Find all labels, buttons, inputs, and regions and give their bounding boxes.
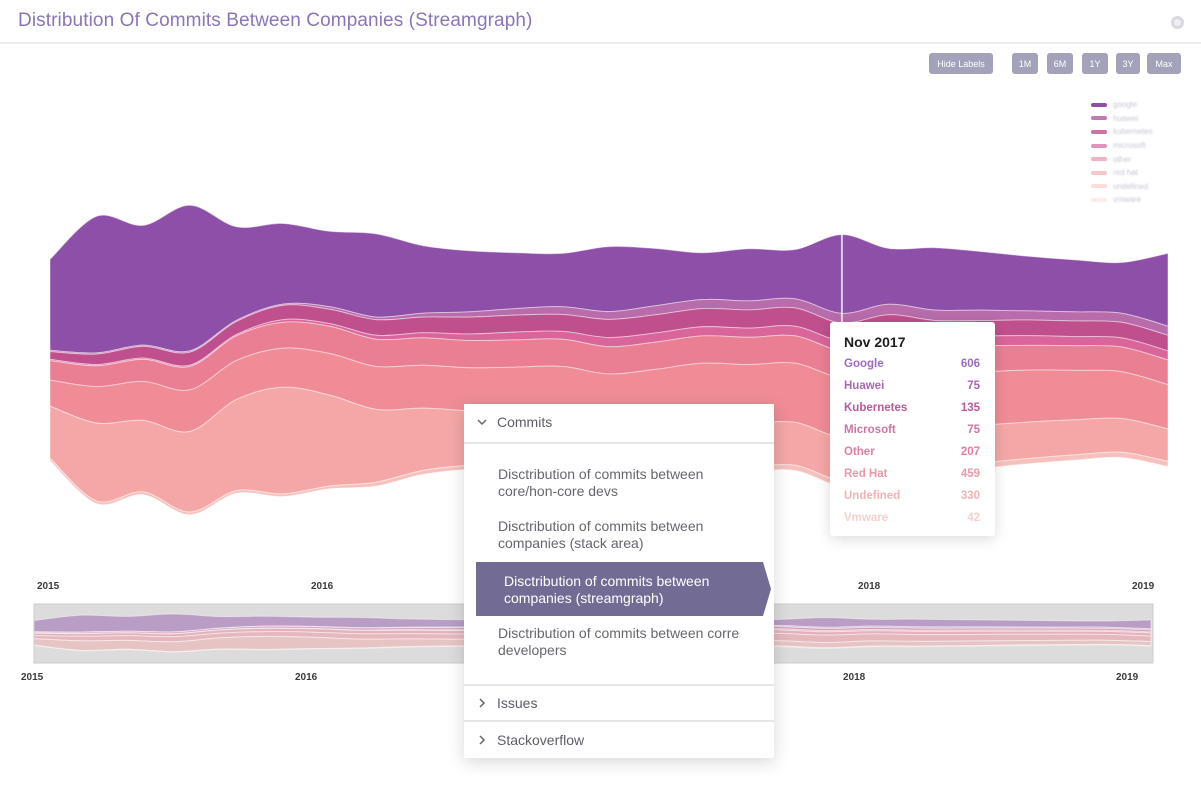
tooltip-row: Undefined 330 [844,490,980,506]
tooltip-series-name: Huawei [844,380,885,392]
menu-item-core-developers[interactable]: Disctribution of commits between corre d… [498,625,740,658]
menu-divider [464,442,774,444]
legend-swatch [1091,102,1107,107]
tooltip-series-value: 75 [967,424,980,436]
tooltip-series-value: 459 [960,468,980,480]
legend-swatch [1091,157,1107,162]
menu-section-stackoverflow[interactable]: Stackoverflow [464,722,774,758]
tooltip-row: Huawei 75 [844,380,980,396]
legend-swatch [1091,184,1107,189]
tooltip-series-name: Kubernetes [844,402,908,414]
chevron-down-icon [477,419,487,426]
legend-label: kubernetes [1113,127,1153,137]
navigator-tick-label: 2016 [295,672,318,683]
tooltip-series-value: 135 [960,402,980,414]
range-1y-button[interactable]: 1Y [1082,53,1108,74]
tooltip-row: Kubernetes 135 [844,402,980,418]
legend-swatch [1091,170,1107,175]
tooltip-row: Other 207 [844,446,980,462]
menu-item-core-non-core[interactable]: Disctribution of commits between core/ho… [498,466,704,499]
active-item-background [476,562,771,616]
legend-label: google [1113,100,1138,110]
tooltip-series-name: Other [844,446,875,458]
navigator-tick-label: 2019 [1116,672,1139,683]
navigator-tick-label: 2018 [843,672,866,683]
menu-item-label: Disctribution of commits between compani… [504,573,710,606]
tooltip-title: Nov 2017 [844,334,906,350]
tooltip-series-name: Vmware [844,512,889,524]
x-tick-label: 2015 [37,581,60,592]
tooltip-row: Red Hat 459 [844,468,980,484]
tooltip-series-name: Red Hat [844,468,888,480]
page-header: Distribution Of Commits Between Companie… [0,0,1201,44]
page-title: Distribution Of Commits Between Companie… [18,10,533,31]
menu-section-label: Issues [497,695,538,711]
navigator-layer-huawei[interactable] [33,624,1152,633]
tooltip-series-name: Google [844,358,884,370]
legend-label: microsoft [1113,141,1146,151]
close-icon[interactable] [1171,16,1184,29]
legend-item[interactable]: microsoft [1091,139,1181,153]
legend-label: vmware [1113,195,1142,205]
navigator-tick-label: 2015 [21,672,44,683]
hide-labels-button[interactable]: Hide Labels [929,53,993,74]
legend-item[interactable]: huawei [1091,112,1181,126]
chart-tooltip: Nov 2017 Google 606 Huawei 75 Kubernetes 135 M… [830,322,995,536]
range-3y-button[interactable]: 3Y [1116,53,1140,74]
range-max-button[interactable]: Max [1147,53,1181,74]
legend-item[interactable]: google [1091,98,1181,112]
legend-item[interactable]: kubernetes [1091,125,1181,139]
tooltip-series-name: Undefined [844,490,901,502]
legend-item[interactable]: red hat [1091,166,1181,180]
range-1m-button[interactable]: 1M [1012,53,1038,74]
chevron-right-icon [479,735,486,745]
x-tick-label: 2016 [311,581,334,592]
tooltip-row: Google 606 [844,358,980,374]
legend-item[interactable]: other [1091,152,1181,166]
tooltip-row: Microsoft 75 [844,424,980,440]
tooltip-series-value: 75 [967,380,980,392]
tooltip-series-name: Microsoft [844,424,896,436]
menu-section-issues[interactable]: Issues [464,685,774,721]
menu-section-label: Stackoverflow [497,732,585,748]
tooltip-series-value: 606 [960,358,980,370]
x-tick-label: 2018 [858,581,881,592]
legend-item[interactable]: vmware [1091,193,1181,207]
chevron-right-icon [479,698,486,708]
legend-item[interactable]: undefined [1091,180,1181,194]
legend-swatch [1091,197,1107,202]
legend-label: undefined [1113,181,1149,191]
legend-swatch [1091,143,1107,148]
legend-label: huawei [1113,113,1139,123]
menu-section-label: Commits [497,414,553,430]
legend-swatch [1091,129,1107,134]
menu-divider [464,684,774,686]
tooltip-series-value: 330 [960,490,980,502]
x-tick-label: 2019 [1132,581,1155,592]
legend-swatch [1091,116,1107,121]
navigator-layer-vmware[interactable] [33,643,1152,653]
menu-section-commits[interactable]: Commits [464,404,774,440]
menu-item-stack-area[interactable]: Disctribution of commits between compani… [498,518,704,551]
legend-label: red hat [1113,168,1138,178]
stream-layer-google[interactable] [49,204,1169,354]
chart-legend: google huawei kubernetes microsoft other red … [1091,98,1181,207]
menu-item-streamgraph[interactable]: Disctribution of commits between compani… [476,562,771,616]
legend-label: other [1113,154,1132,164]
tooltip-series-value: 207 [960,446,980,458]
tooltip-row: Vmware 42 [844,512,980,528]
chart-menu: Commits Disctribution of commits between… [464,404,774,758]
menu-divider [464,720,774,722]
tooltip-series-value: 42 [967,512,980,524]
range-6m-button[interactable]: 6M [1047,53,1073,74]
